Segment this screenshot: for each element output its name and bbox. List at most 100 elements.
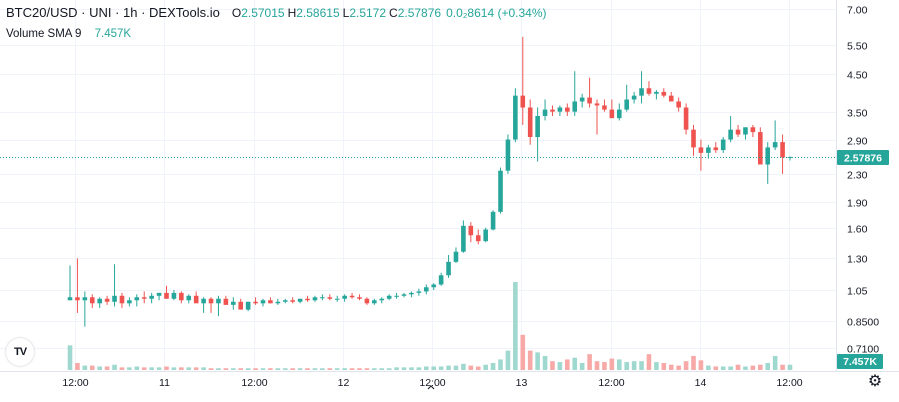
volume-bar (475, 366, 481, 370)
tradingview-logo-icon[interactable]: TV (6, 338, 34, 366)
candle-body (201, 298, 206, 304)
candle-body (691, 129, 696, 148)
candle-body (104, 298, 110, 302)
volume-bar (728, 366, 733, 370)
volume-bar (156, 367, 162, 370)
chart-grid (0, 0, 836, 371)
volume-bar (661, 362, 667, 370)
candle-body (290, 300, 295, 302)
price-tick-label: 0.8500 (847, 317, 879, 329)
candle-body (164, 292, 169, 299)
candle-body (238, 301, 244, 310)
volume-bar (490, 362, 496, 370)
candle-body (223, 298, 229, 305)
candle-body (720, 139, 726, 151)
price-tick-label: 1.30 (847, 254, 868, 266)
volume-bar (743, 366, 748, 370)
volume-bar (312, 368, 318, 370)
volume-bar (646, 354, 652, 370)
volume-bar (683, 361, 689, 370)
candle-body (253, 301, 258, 304)
candle-body (602, 105, 607, 110)
candle-body (171, 292, 177, 299)
volume-bar (468, 365, 474, 370)
price-tick-label: 1.90 (847, 198, 868, 210)
volume-bar (535, 352, 540, 370)
candle-body (127, 300, 132, 304)
candle-body (639, 88, 644, 96)
last-price-badge: 2.57876 (837, 150, 889, 165)
candle-body (193, 295, 199, 304)
volume-bar (179, 367, 184, 370)
volume-bar (268, 368, 273, 370)
candle-body (683, 107, 689, 130)
candle-body (468, 225, 474, 236)
symbol-title[interactable]: BTC20/USD · UNI · 1h · DEXTools.io (6, 5, 220, 20)
candle-body (342, 295, 347, 299)
candle-body (616, 109, 622, 119)
volume-bar (82, 365, 88, 370)
time-tick-label: 13 (516, 377, 528, 389)
volume-bar (579, 362, 585, 370)
candle-body (89, 297, 95, 304)
candle-body (676, 101, 681, 108)
candle-body (594, 103, 600, 106)
volume-badge: 7.457K (837, 354, 883, 369)
price-tick-label: 0.7100 (847, 344, 879, 356)
volume-bar (787, 364, 793, 370)
candle-body (490, 211, 496, 230)
candle-body (513, 95, 518, 140)
volume-bar (297, 368, 303, 370)
candle-body (97, 298, 102, 304)
volume-bar (193, 367, 199, 370)
candle-body (527, 107, 533, 138)
volume-bar (765, 362, 771, 370)
volume-bar (245, 368, 251, 370)
volume-bar (401, 367, 407, 370)
volume-bar (275, 368, 281, 370)
candle-body (268, 300, 273, 304)
candle-body (372, 300, 377, 304)
high-value: 2.58615 (296, 6, 340, 20)
time-axis[interactable]: 12:00 11 12:00 12 12:00 13 12:00 14 12:00 (62, 377, 802, 389)
candle-body (505, 139, 511, 171)
volume-bar (89, 365, 95, 370)
volume-bars (67, 282, 793, 370)
candle-body (260, 300, 266, 304)
candle-body (230, 301, 236, 305)
candle-body (654, 91, 659, 94)
candle-body (82, 297, 88, 301)
candle-body (320, 297, 325, 299)
volume-bar (230, 368, 236, 370)
volume-bar (372, 368, 377, 370)
volume-bar (127, 367, 132, 370)
candle-body (743, 127, 748, 135)
price-axis[interactable]: 7.00 5.50 4.50 3.50 2.90 2.30 1.90 1.60 1.30 1.05… (847, 5, 879, 356)
volume-bar (290, 368, 295, 370)
candle-body (579, 97, 585, 102)
volume-bar (527, 350, 533, 370)
volume-bar (505, 350, 511, 370)
volume-bar (453, 365, 459, 370)
candle-body (461, 225, 466, 252)
candle-body (446, 261, 451, 276)
volume-bar (409, 367, 414, 370)
volume-bar (342, 368, 347, 370)
indicator-legend[interactable]: Volume SMA 9 7.457K (6, 26, 131, 42)
gear-icon[interactable]: ⚙ (867, 373, 883, 390)
candle-body (297, 298, 303, 302)
volume-bar (379, 368, 385, 370)
candle-body (431, 284, 437, 288)
price-tick-label: 1.05 (847, 286, 868, 298)
volume-bar (349, 368, 355, 370)
candle-body (349, 295, 355, 298)
symbol-legend: BTC20/USD · UNI · 1h · DEXTools.io O 2.57… (6, 5, 547, 21)
volume-bar (119, 367, 125, 370)
close-label: C (389, 6, 398, 20)
candle-body (550, 109, 555, 112)
candle-body (609, 109, 615, 119)
price-tick-label: 2.30 (847, 170, 868, 182)
candle-body (542, 109, 548, 116)
volume-bar (498, 359, 503, 370)
